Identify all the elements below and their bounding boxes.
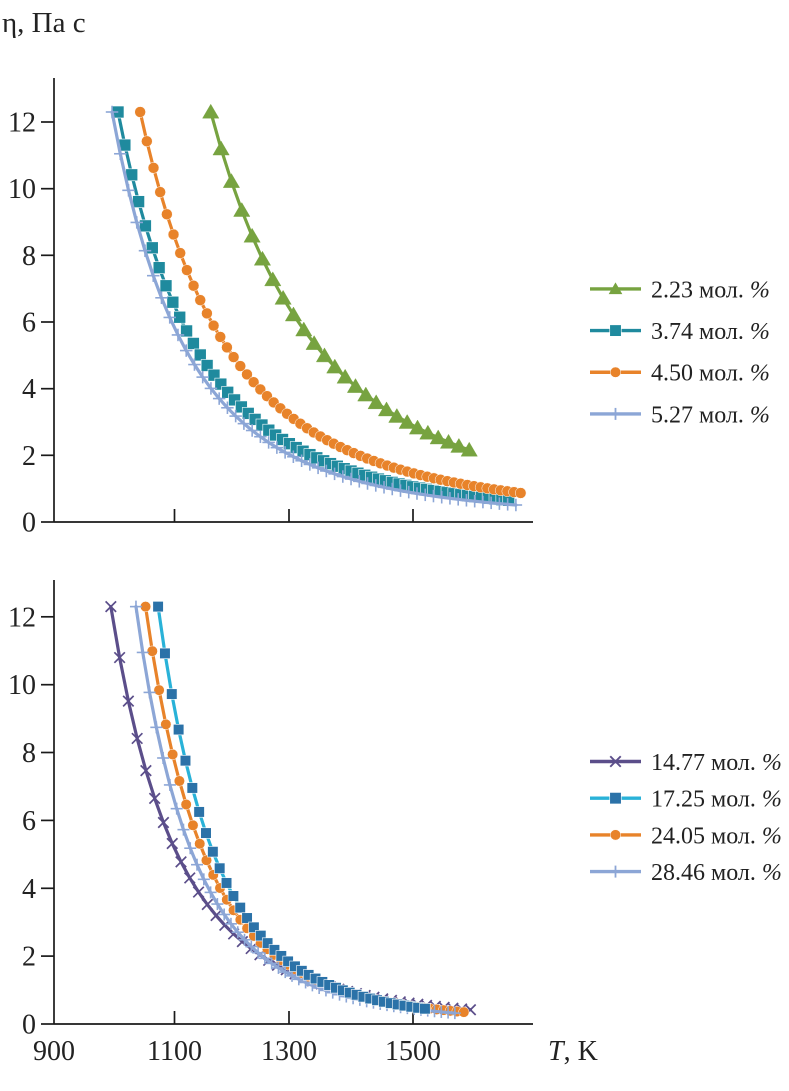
svg-text:14.77 мол. %: 14.77 мол. %: [651, 750, 782, 776]
svg-text:6: 6: [22, 308, 36, 339]
svg-text:10: 10: [8, 174, 36, 205]
svg-text:T, K: T, K: [548, 1036, 598, 1067]
svg-text:24.05 мол. %: 24.05 мол. %: [651, 823, 782, 849]
svg-text:2: 2: [22, 942, 36, 973]
svg-text:η, Па с: η, Па с: [2, 7, 86, 39]
svg-text:2.23 мол. %: 2.23 мол. %: [651, 277, 770, 303]
svg-text:12: 12: [8, 602, 36, 633]
svg-text:1300: 1300: [261, 1036, 317, 1067]
svg-text:8: 8: [22, 738, 36, 769]
svg-text:3.74 мол. %: 3.74 мол. %: [651, 319, 770, 345]
svg-text:900: 900: [33, 1036, 75, 1067]
svg-text:2: 2: [22, 441, 36, 472]
svg-text:10: 10: [8, 670, 36, 701]
svg-text:4: 4: [22, 374, 36, 405]
svg-text:8: 8: [22, 241, 36, 272]
svg-text:0: 0: [22, 508, 36, 539]
svg-text:4.50 мол. %: 4.50 мол. %: [651, 361, 770, 387]
svg-text:4: 4: [22, 874, 36, 905]
svg-text:17.25 мол. %: 17.25 мол. %: [651, 787, 782, 813]
svg-text:5.27 мол. %: 5.27 мол. %: [651, 402, 770, 428]
svg-text:1500: 1500: [385, 1036, 441, 1067]
svg-text:28.46 мол. %: 28.46 мол. %: [651, 860, 782, 886]
svg-text:12: 12: [8, 108, 36, 139]
svg-text:6: 6: [22, 806, 36, 837]
svg-text:1100: 1100: [147, 1036, 202, 1067]
